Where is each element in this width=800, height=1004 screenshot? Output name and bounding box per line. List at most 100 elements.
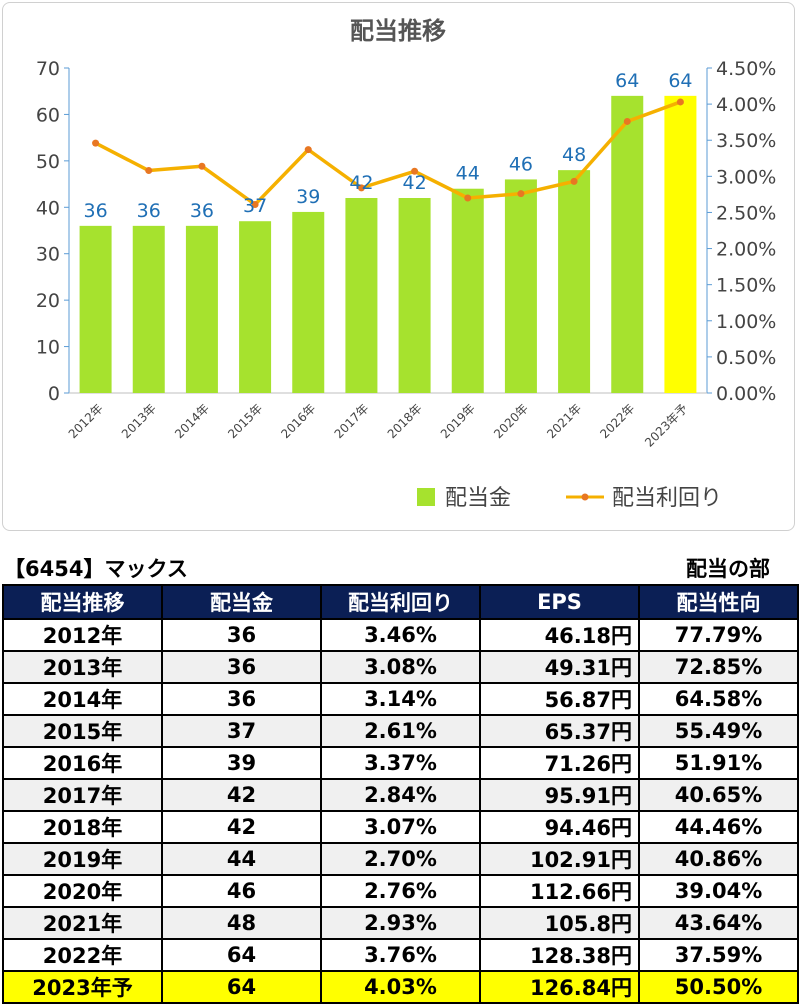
bar-data-label: 36 xyxy=(190,200,214,222)
table-row: 2022年 64 3.76% 128.38円 37.59% xyxy=(2,938,799,972)
bar-2014年 xyxy=(185,225,218,393)
cell-payout: 40.86% xyxy=(638,842,799,876)
cell-yield: 3.07% xyxy=(320,810,481,844)
cell-year: 2012年 xyxy=(2,618,163,652)
left-axis-tick-label: 50 xyxy=(36,151,60,173)
table-row: 2019年 44 2.70% 102.91円 40.86% xyxy=(2,842,799,876)
cell-year: 2023年予 xyxy=(2,970,163,1004)
cell-year: 2017年 xyxy=(2,778,163,812)
yield-point-2021年 xyxy=(570,177,578,185)
cell-dividend: 36 xyxy=(161,618,322,652)
bar-data-label: 42 xyxy=(402,172,426,194)
header-payout: 配当性向 xyxy=(638,584,799,620)
left-axis-tick-label: 30 xyxy=(36,244,60,266)
bar-data-label: 64 xyxy=(615,70,639,92)
cell-yield: 3.37% xyxy=(320,746,481,780)
x-tick-label: 2012年 xyxy=(66,401,106,441)
x-tick-label: 2014年 xyxy=(172,401,212,441)
yield-point-2015年 xyxy=(251,201,259,208)
cell-dividend: 44 xyxy=(161,842,322,876)
bar-data-label: 36 xyxy=(83,200,107,222)
cell-dividend: 36 xyxy=(161,682,322,716)
left-axis-tick-label: 60 xyxy=(36,104,60,126)
cell-eps: 102.91円 xyxy=(479,842,640,876)
cell-payout: 44.46% xyxy=(638,810,799,844)
table-header-row: 配当推移 配当金 配当利回り EPS 配当性向 xyxy=(2,584,799,620)
chart-panel: 配当推移 0 10 20 30 40 50 60 70 0.00% 0.50% 1.00% 1.50% 2… xyxy=(2,2,795,531)
left-axis-tick-label: 20 xyxy=(36,290,60,312)
left-axis-tick-label: 0 xyxy=(48,383,60,405)
bar-2019年 xyxy=(451,188,484,393)
x-tick-label: 2017年 xyxy=(332,401,372,441)
cell-yield: 2.84% xyxy=(320,778,481,812)
bar-2013年 xyxy=(132,225,165,393)
bar-data-label: 46 xyxy=(509,153,533,175)
yield-point-2023年予 xyxy=(676,98,684,106)
cell-payout: 39.04% xyxy=(638,874,799,908)
yield-point-2014年 xyxy=(198,162,206,170)
bar-2017年 xyxy=(345,198,378,393)
bar-2016年 xyxy=(292,211,325,393)
x-tick-label: 2023年予 xyxy=(642,401,690,449)
cell-year: 2013年 xyxy=(2,650,163,684)
bar-2020年 xyxy=(504,179,537,393)
yield-point-2018年 xyxy=(411,167,419,175)
cell-payout: 37.59% xyxy=(638,938,799,972)
cell-dividend: 42 xyxy=(161,778,322,812)
right-axis-tick-label: 3.50% xyxy=(716,130,776,152)
cell-dividend: 64 xyxy=(161,970,322,1004)
cell-year: 2022年 xyxy=(2,938,163,972)
table-row: 2017年 42 2.84% 95.91円 40.65% xyxy=(2,778,799,812)
legend-bar-label: 配当金 xyxy=(445,486,511,511)
cell-year: 2016年 xyxy=(2,746,163,780)
cell-eps: 128.38円 xyxy=(479,938,640,972)
cell-eps: 71.26円 xyxy=(479,746,640,780)
cell-yield: 2.76% xyxy=(320,874,481,908)
bar-2015年 xyxy=(239,221,272,393)
dividend-table: 配当推移 配当金 配当利回り EPS 配当性向 2012年 36 3.46% 46.1… xyxy=(2,584,799,1004)
cell-year: 2014年 xyxy=(2,682,163,716)
bar-data-label: 48 xyxy=(562,144,586,166)
cell-dividend: 46 xyxy=(161,874,322,908)
x-tick-label: 2013年 xyxy=(119,401,159,441)
cell-eps: 105.8円 xyxy=(479,906,640,940)
left-axis-tick-label: 40 xyxy=(36,197,60,219)
cell-payout: 51.91% xyxy=(638,746,799,780)
cell-eps: 49.31円 xyxy=(479,650,640,684)
cell-yield: 2.61% xyxy=(320,714,481,748)
legend-bar-swatch xyxy=(417,488,435,506)
right-axis-tick-label: 3.00% xyxy=(716,166,776,188)
table-row: 2016年 39 3.37% 71.26円 51.91% xyxy=(2,746,799,780)
bar-2022年 xyxy=(611,95,644,393)
legend-line-label: 配当利回り xyxy=(612,486,722,511)
bar-data-label: 37 xyxy=(243,195,267,217)
x-tick-label: 2015年 xyxy=(225,401,265,441)
table-row: 2018年 42 3.07% 94.46円 44.46% xyxy=(2,810,799,844)
cell-eps: 112.66円 xyxy=(479,874,640,908)
right-axis-tick-label: 1.00% xyxy=(716,311,776,333)
cell-eps: 126.84円 xyxy=(479,970,640,1004)
header-dividend: 配当金 xyxy=(161,584,322,620)
right-axis-tick-label: 2.50% xyxy=(716,202,776,224)
cell-payout: 77.79% xyxy=(638,618,799,652)
cell-yield: 3.76% xyxy=(320,938,481,972)
cell-yield: 2.70% xyxy=(320,842,481,876)
bar-data-label: 42 xyxy=(349,172,373,194)
table-row: 2012年 36 3.46% 46.18円 77.79% xyxy=(2,618,799,652)
cell-payout: 43.64% xyxy=(638,906,799,940)
cell-eps: 95.91円 xyxy=(479,778,640,812)
cell-eps: 94.46円 xyxy=(479,810,640,844)
cell-year: 2015年 xyxy=(2,714,163,748)
bar-data-label: 36 xyxy=(137,200,161,222)
x-tick-label: 2020年 xyxy=(491,401,531,441)
cell-dividend: 42 xyxy=(161,810,322,844)
dividend-chart: 配当推移 0 10 20 30 40 50 60 70 0.00% 0.50% 1.00% 1.50% 2… xyxy=(36,17,777,511)
x-tick-label: 2019年 xyxy=(438,401,478,441)
yield-point-2020年 xyxy=(517,190,525,198)
cell-payout: 50.50% xyxy=(638,970,799,1004)
cell-dividend: 36 xyxy=(161,650,322,684)
yield-point-2017年 xyxy=(357,184,365,192)
table-body: 2012年 36 3.46% 46.18円 77.79% 2013年 36 3.08% 49.3… xyxy=(2,618,799,1004)
bar-data-label: 44 xyxy=(456,163,480,185)
cell-dividend: 37 xyxy=(161,714,322,748)
